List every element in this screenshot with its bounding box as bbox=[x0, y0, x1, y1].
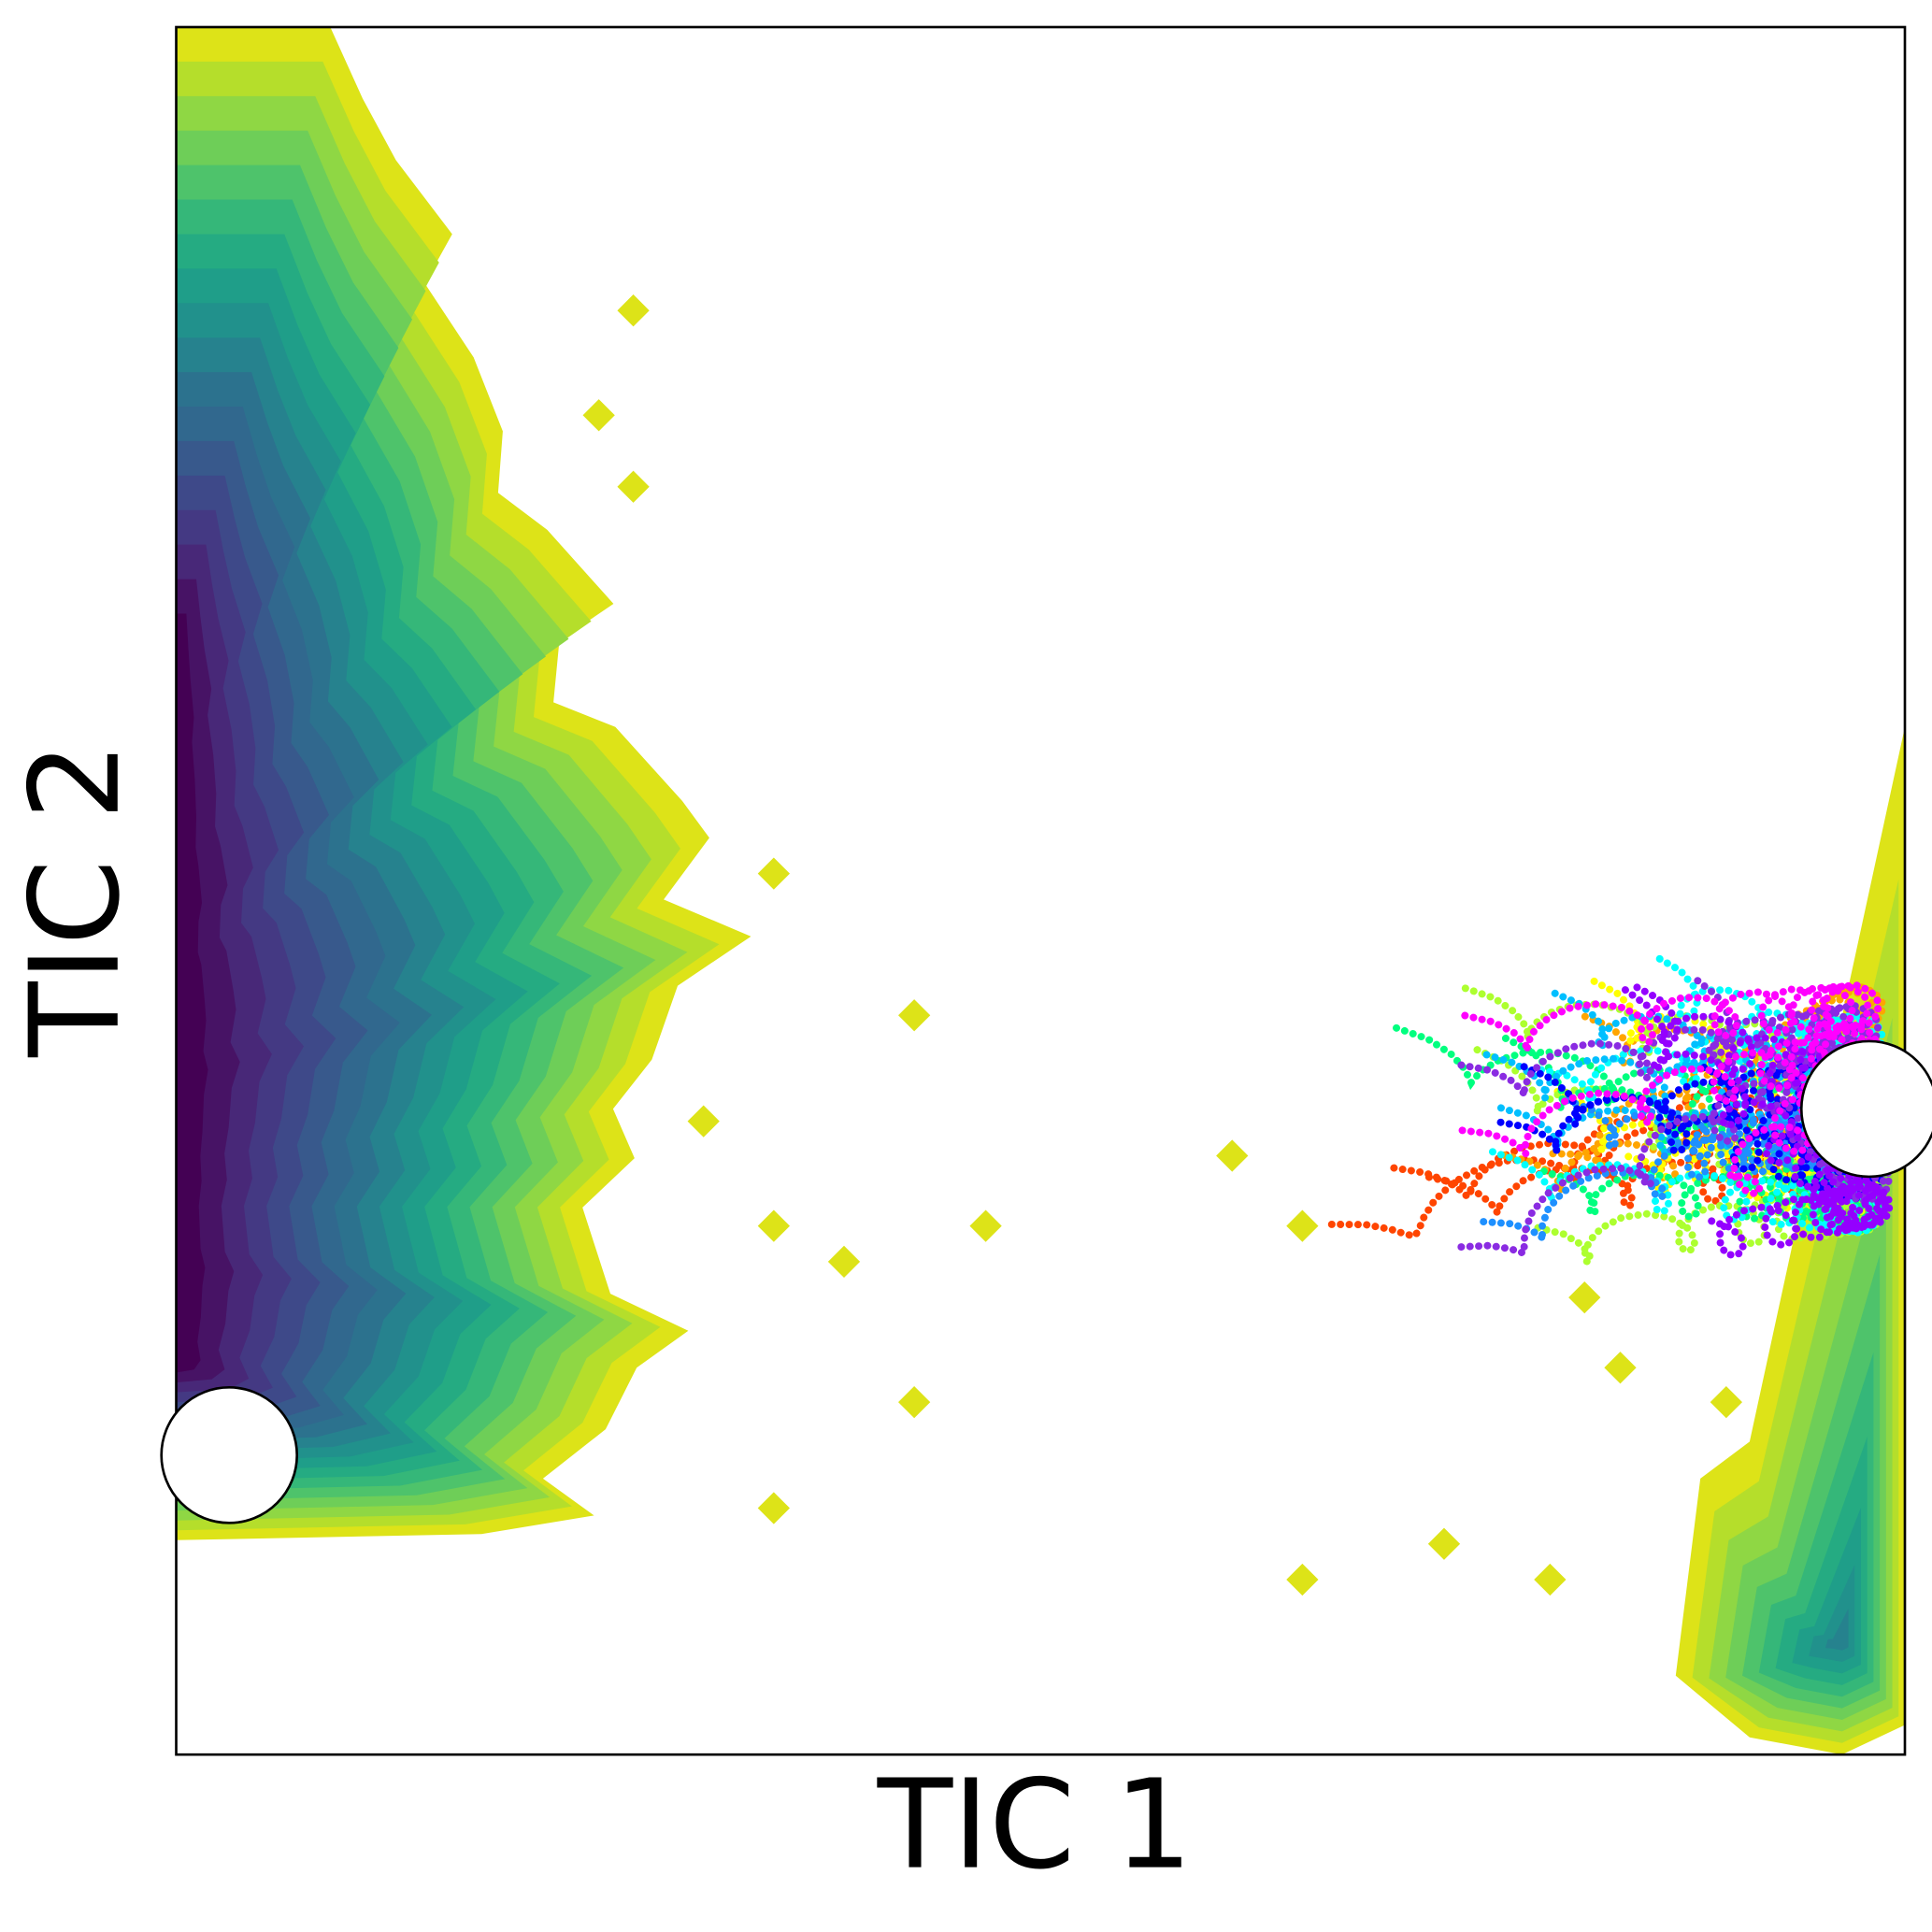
density-level bbox=[1825, 1608, 1849, 1651]
density-speck bbox=[1286, 1563, 1319, 1596]
density-speck bbox=[969, 1209, 1002, 1242]
density-speck bbox=[897, 999, 931, 1032]
density-speck bbox=[582, 399, 615, 432]
density-speck bbox=[1534, 1563, 1567, 1596]
trajectory bbox=[1708, 1181, 1895, 1259]
density-speck bbox=[617, 294, 650, 327]
x-axis-label: TIC 1 bbox=[877, 1754, 1193, 1897]
density-speck bbox=[1710, 1386, 1742, 1419]
density-speck bbox=[1427, 1527, 1461, 1560]
density-speck bbox=[897, 1386, 931, 1419]
density-speck bbox=[687, 1105, 720, 1138]
start-marker bbox=[160, 1386, 299, 1524]
density-speck bbox=[1568, 1281, 1601, 1314]
density-level bbox=[176, 613, 208, 1373]
y-axis-label: TIC 2 bbox=[5, 742, 148, 1058]
trajectory bbox=[1461, 980, 1882, 1055]
plot-frame bbox=[175, 25, 1907, 1756]
density-speck bbox=[757, 1209, 790, 1242]
density-speck bbox=[1604, 1352, 1637, 1384]
density-speck bbox=[827, 1245, 861, 1279]
density-speck bbox=[1286, 1209, 1319, 1242]
density-speck bbox=[617, 470, 650, 503]
end-marker bbox=[1799, 1039, 1932, 1179]
density-contours bbox=[176, 27, 1905, 1755]
density-speck bbox=[1216, 1139, 1249, 1172]
density-speck bbox=[757, 857, 790, 890]
density-speck bbox=[757, 1492, 790, 1524]
